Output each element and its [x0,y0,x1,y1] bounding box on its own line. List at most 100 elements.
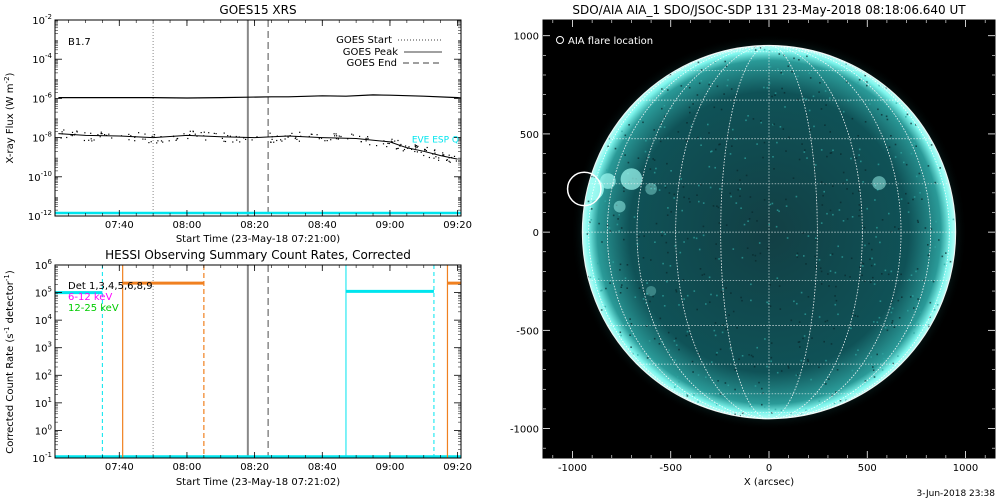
disk-speckle [814,255,816,258]
disk-speckle [763,199,766,201]
disk-speckle [906,113,909,116]
goes-axes: 07:40 08:00 08:20 08:40 09:00 09:20 10-12 10-10… [28,13,472,231]
disk-speckle [819,82,821,84]
disk-speckle [743,223,746,226]
disk-speckle [708,83,710,86]
disk-speckle [612,261,614,263]
disk-speckle [749,405,751,408]
disk-speckle [659,317,662,320]
y-tick-label: 106 [35,258,53,272]
disk-speckle [859,266,861,269]
disk-speckle [930,144,933,146]
disk-speckle [646,157,649,159]
disk-speckle [629,318,631,320]
goes-short-channel-sample [157,140,159,142]
goes-short-channel-sample [414,144,416,146]
disk-speckle [675,337,677,340]
disk-speckle [878,84,880,87]
footer-timestamp: 3-Jun-2018 23:38 [917,489,996,499]
y-tick-label: 100 [35,423,52,437]
disk-speckle [748,218,751,220]
disk-speckle [645,302,647,304]
disk-speckle [797,75,799,78]
goes-short-channel-sample [448,157,450,159]
disk-speckle [677,131,680,133]
disk-speckle [810,378,812,381]
disk-speckle [900,198,903,200]
disk-speckle [714,334,717,337]
disk-speckle [650,186,652,188]
disk-speckle [682,279,685,281]
disk-speckle [751,211,754,213]
disk-speckle [916,268,919,270]
disk-speckle [619,269,621,271]
active-region [599,173,616,189]
disk-speckle [798,59,800,61]
goes-short-channel-line [58,133,458,160]
disk-speckle [689,79,691,82]
disk-speckle [768,82,771,85]
disk-speckle [852,192,854,195]
disk-speckle [796,252,799,255]
disk-speckle [905,163,908,166]
x-tick-label: 07:40 [105,220,134,231]
y-tick-label: 101 [35,396,52,410]
disk-speckle [644,150,647,153]
disk-speckle [589,221,591,224]
disk-speckle [661,231,663,233]
disk-speckle [719,348,722,351]
goes-short-channel-sample [71,131,74,133]
disk-speckle [719,143,721,145]
disk-speckle [762,156,764,159]
goes-short-channel-sample [360,141,362,143]
disk-speckle [711,361,713,363]
disk-speckle [709,301,711,303]
disk-speckle [637,157,640,159]
goes-short-channel-sample [63,129,65,131]
goes-short-channel-sample [388,142,390,145]
disk-speckle [659,140,662,143]
disk-speckle [808,109,811,112]
longitude-line [675,45,863,419]
disk-speckle [774,92,777,94]
disk-speckle [716,403,718,406]
disk-speckle [930,228,933,230]
goes-short-channel-sample [394,140,396,142]
goes-ylabel: X-ray Flux (W m-2) [3,72,16,163]
disk-speckle [790,412,792,415]
disk-speckle [881,219,884,221]
disk-speckle [624,154,626,156]
goes-short-channel-sample [428,156,430,159]
goes-short-channel-sample [300,135,302,137]
disk-speckle [760,121,762,124]
disk-speckle [851,216,854,218]
disk-speckle [760,120,762,122]
goes-short-channel-sample [223,132,225,134]
disk-speckle [626,264,629,266]
x-tick-label: 08:20 [240,220,269,231]
disk-speckle [717,380,719,382]
disk-speckle [714,257,717,260]
disk-speckle [934,246,936,248]
disk-speckle [739,415,741,417]
disk-speckle [664,185,666,187]
disk-speckle [646,282,648,284]
goes-short-channel-sample [284,138,286,140]
disk-speckle [779,308,782,310]
disk-speckle [918,172,921,175]
goes-short-channel-sample [227,135,229,137]
disk-speckle [879,300,882,302]
goes-short-channel-sample [97,134,99,136]
disk-speckle [917,221,919,223]
disk-speckle [858,148,861,151]
disk-speckle [824,90,827,92]
x-tick-label: 08:40 [308,220,337,231]
disk-speckle [609,230,612,232]
disk-speckle [621,284,623,286]
hessi-xlabel: Start Time (23-May-18 07:21:02) [176,477,340,488]
goes-short-channel-sample [324,140,326,142]
active-region [645,183,657,195]
disk-speckle [830,152,833,154]
disk-speckle [787,367,790,369]
disk-speckle [877,108,879,111]
